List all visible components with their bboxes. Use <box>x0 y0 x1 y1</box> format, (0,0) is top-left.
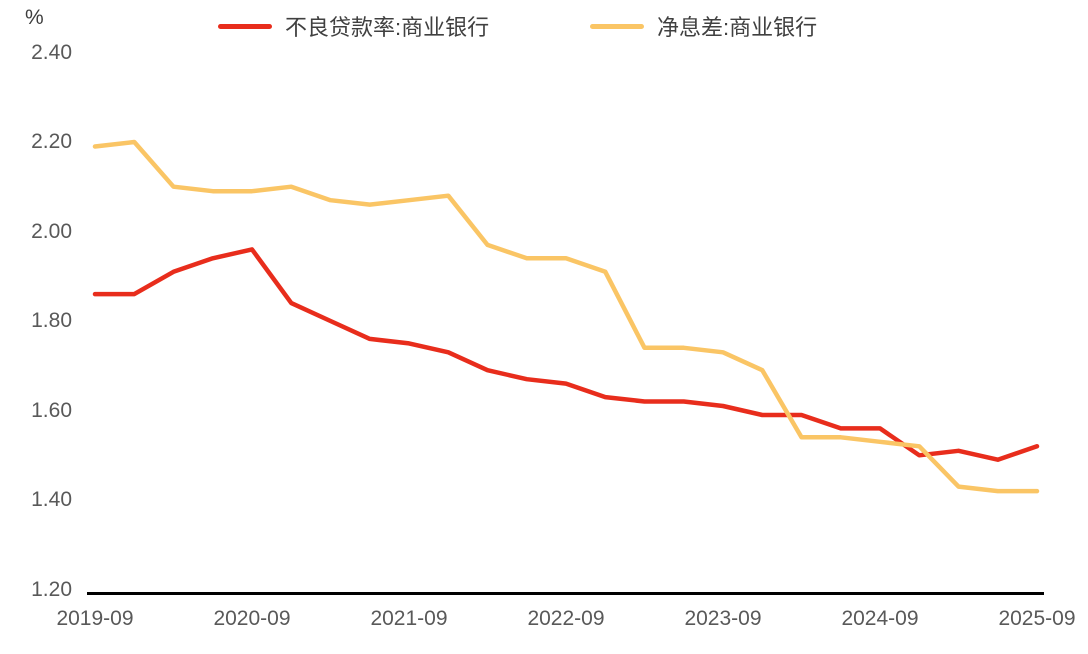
nim-line <box>92 139 1040 494</box>
y-axis-tick-label: 1.60 <box>31 398 72 422</box>
y-axis-tick-label: 1.40 <box>31 488 72 511</box>
legend-label-npl-ratio: 不良贷款率:商业银行 <box>285 15 490 40</box>
nim-line-swatch-icon <box>590 23 644 29</box>
npl-line-swatch-icon <box>218 23 272 29</box>
legend-item-net-interest-margin: 净息差:商业银行 <box>590 12 817 40</box>
x-axis-tick-label: 2021-09 <box>370 607 448 630</box>
x-axis-tick-label: 2022-09 <box>527 607 605 630</box>
legend-label-net-interest-margin: 净息差:商业银行 <box>657 15 818 40</box>
y-axis-tick-label: 2.40 <box>31 40 72 64</box>
x-axis-tick-label: 2025-09 <box>998 607 1076 630</box>
y-axis-tick-label: 1.80 <box>31 309 72 332</box>
x-axis-tick-label: 2020-09 <box>213 607 291 630</box>
x-axis-baseline <box>87 592 1044 595</box>
legend-item-npl-ratio: 不良贷款率:商业银行 <box>218 12 489 40</box>
y-axis-unit-label: % <box>25 6 44 29</box>
x-axis-tick-label: 2019-09 <box>56 607 134 630</box>
y-axis-tick-label: 1.20 <box>31 577 72 601</box>
y-axis-tick-label: 2.20 <box>31 130 72 153</box>
y-axis-tick-label: 2.00 <box>31 219 72 243</box>
x-axis-tick-label: 2024-09 <box>841 607 919 630</box>
npl-line <box>92 247 1040 462</box>
x-axis-tick-label: 2023-09 <box>684 607 762 630</box>
